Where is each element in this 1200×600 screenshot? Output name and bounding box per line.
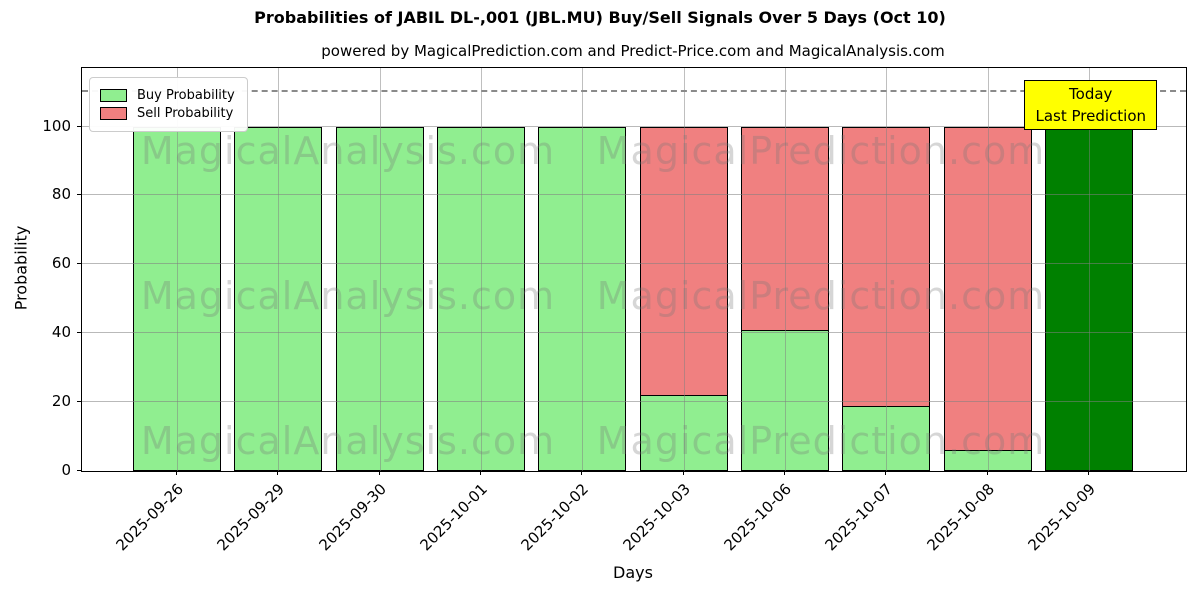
y-tick-mark (77, 470, 81, 471)
legend-entry: Buy Probability (100, 88, 235, 103)
y-tick-label: 40 (51, 323, 71, 342)
watermark-text: MagicalPrediction.com (596, 129, 1046, 173)
legend-swatch (100, 107, 127, 120)
gridline-vertical (987, 68, 989, 471)
watermark-layer: MagicalAnalysis.com MagicalAnalysis.com Ma… (82, 68, 1186, 471)
x-tick-label: 2025-09-29 (213, 480, 289, 555)
y-tick-label: 0 (61, 461, 71, 479)
today-annotation: Today Last Prediction (1024, 80, 1157, 130)
gridline-vertical (278, 68, 280, 471)
y-tick-label: 20 (51, 392, 71, 411)
x-tick-mark (480, 471, 482, 475)
chart-subtitle: powered by MagicalPrediction.com and Pre… (321, 42, 945, 60)
x-tick-mark (277, 471, 279, 475)
y-tick-label: 100 (42, 116, 71, 135)
x-tick-label: 2025-10-07 (821, 480, 897, 555)
gridline-horizontal (82, 263, 1186, 265)
x-tick-mark (885, 471, 887, 475)
x-tick-mark (682, 471, 684, 475)
today-annotation-line1: Today (1069, 85, 1113, 103)
x-tick-label: 2025-10-03 (619, 480, 694, 555)
gridline-horizontal (82, 401, 1186, 403)
x-tick-label: 2025-10-02 (517, 480, 593, 555)
legend-label: Sell Probability (137, 106, 234, 121)
watermark-text: MagicalAnalysis.com (140, 129, 556, 173)
legend-entry: Sell Probability (100, 106, 235, 121)
x-tick-label: 2025-10-06 (720, 480, 795, 555)
legend-label: Buy Probability (137, 88, 235, 103)
gridline-vertical (582, 68, 584, 471)
x-tick-label: 2025-09-30 (315, 480, 390, 555)
gridline-horizontal (82, 125, 1186, 127)
gridline-vertical (1089, 68, 1091, 471)
x-tick-label: 2025-10-09 (1024, 480, 1099, 555)
today-annotation-line2: Last Prediction (1035, 107, 1146, 125)
chart-title: Probabilities of JABIL DL-,001 (JBL.MU) … (254, 8, 946, 27)
y-tick-mark (77, 125, 81, 127)
watermark-text: MagicalPrediction.com (596, 419, 1046, 463)
gridline-vertical (785, 68, 787, 471)
gridline-vertical (886, 68, 888, 471)
watermark-text: MagicalPrediction.com (596, 274, 1046, 318)
gridline-vertical (683, 68, 685, 471)
x-tick-mark (176, 471, 177, 475)
y-tick-label: 80 (51, 185, 71, 204)
y-tick-label: 60 (51, 254, 71, 273)
x-tick-label: 2025-10-01 (416, 480, 491, 555)
x-axis-label: Days (613, 563, 653, 582)
y-tick-mark (77, 401, 81, 403)
x-tick-mark (986, 471, 988, 475)
grid-layer (82, 68, 1186, 471)
x-tick-label: 2025-09-26 (112, 480, 187, 555)
x-tick-mark (1088, 471, 1090, 475)
gridline-vertical (177, 68, 178, 471)
watermark-text: MagicalAnalysis.com (140, 274, 556, 318)
gridline-horizontal (82, 194, 1186, 196)
gridline-vertical (379, 68, 381, 471)
gridline-vertical (481, 68, 483, 471)
watermark-text: MagicalAnalysis.com (140, 419, 556, 463)
threshold-dashed-line (82, 90, 1186, 93)
legend-swatch (100, 89, 127, 102)
y-tick-mark (77, 194, 81, 196)
y-tick-mark (77, 263, 81, 265)
legend: Buy Probability Sell Probability (89, 77, 248, 132)
gridline-horizontal (82, 332, 1186, 334)
y-tick-mark (77, 332, 81, 334)
plot-area: MagicalAnalysis.com MagicalAnalysis.com Ma… (81, 67, 1187, 472)
x-tick-mark (378, 471, 380, 475)
x-tick-mark (784, 471, 786, 475)
x-tick-label: 2025-10-08 (923, 480, 998, 555)
x-tick-mark (581, 471, 583, 475)
